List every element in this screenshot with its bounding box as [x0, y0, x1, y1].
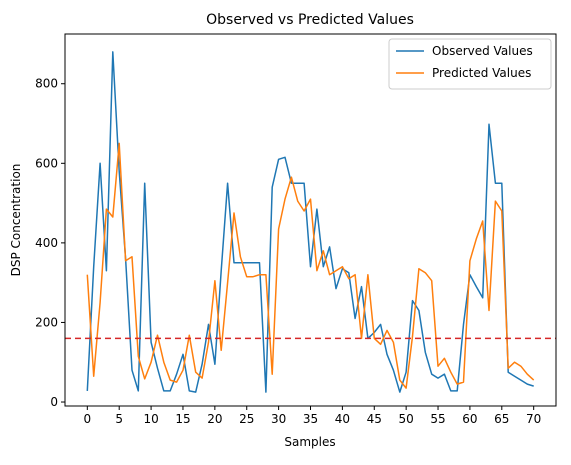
- x-axis-label: Samples: [284, 435, 335, 449]
- x-tick-label: 35: [303, 412, 318, 426]
- x-tick-label: 20: [207, 412, 222, 426]
- x-tick-label: 30: [271, 412, 286, 426]
- x-tick-label: 40: [335, 412, 350, 426]
- x-tick-label: 5: [115, 412, 123, 426]
- series-line-predicted: [86, 142, 535, 389]
- axis-ticks: 0 5 10 15 20 25 30 35 40 45 50 55 60 65 70 0 200 400 600 80…: [35, 77, 541, 426]
- x-tick-label: 15: [175, 412, 190, 426]
- plot-area: [65, 51, 556, 393]
- y-tick-label: 600: [35, 156, 58, 170]
- x-tick-label: 0: [83, 412, 91, 426]
- x-tick-label: 60: [462, 412, 477, 426]
- x-tick-label: 55: [430, 412, 445, 426]
- legend: Observed Values Predicted Values: [388, 38, 552, 90]
- chart-title: Observed vs Predicted Values: [206, 12, 414, 28]
- y-tick-label: 0: [50, 395, 58, 409]
- legend-label-predicted: Predicted Values: [432, 66, 531, 80]
- x-tick-label: 10: [143, 412, 158, 426]
- x-tick-label: 70: [526, 412, 541, 426]
- y-tick-label: 200: [35, 315, 58, 329]
- x-tick-label: 45: [367, 412, 382, 426]
- x-tick-label: 65: [494, 412, 509, 426]
- series-line-observed: [86, 51, 534, 393]
- y-axis-label: DSP Concentration: [9, 164, 23, 277]
- x-tick-label: 25: [239, 412, 254, 426]
- x-tick-label: 50: [399, 412, 414, 426]
- legend-label-observed: Observed Values: [432, 44, 533, 58]
- y-tick-label: 400: [35, 236, 58, 250]
- y-tick-label: 800: [35, 77, 58, 91]
- legend-box: [388, 38, 552, 90]
- plot-frame: [64, 33, 557, 407]
